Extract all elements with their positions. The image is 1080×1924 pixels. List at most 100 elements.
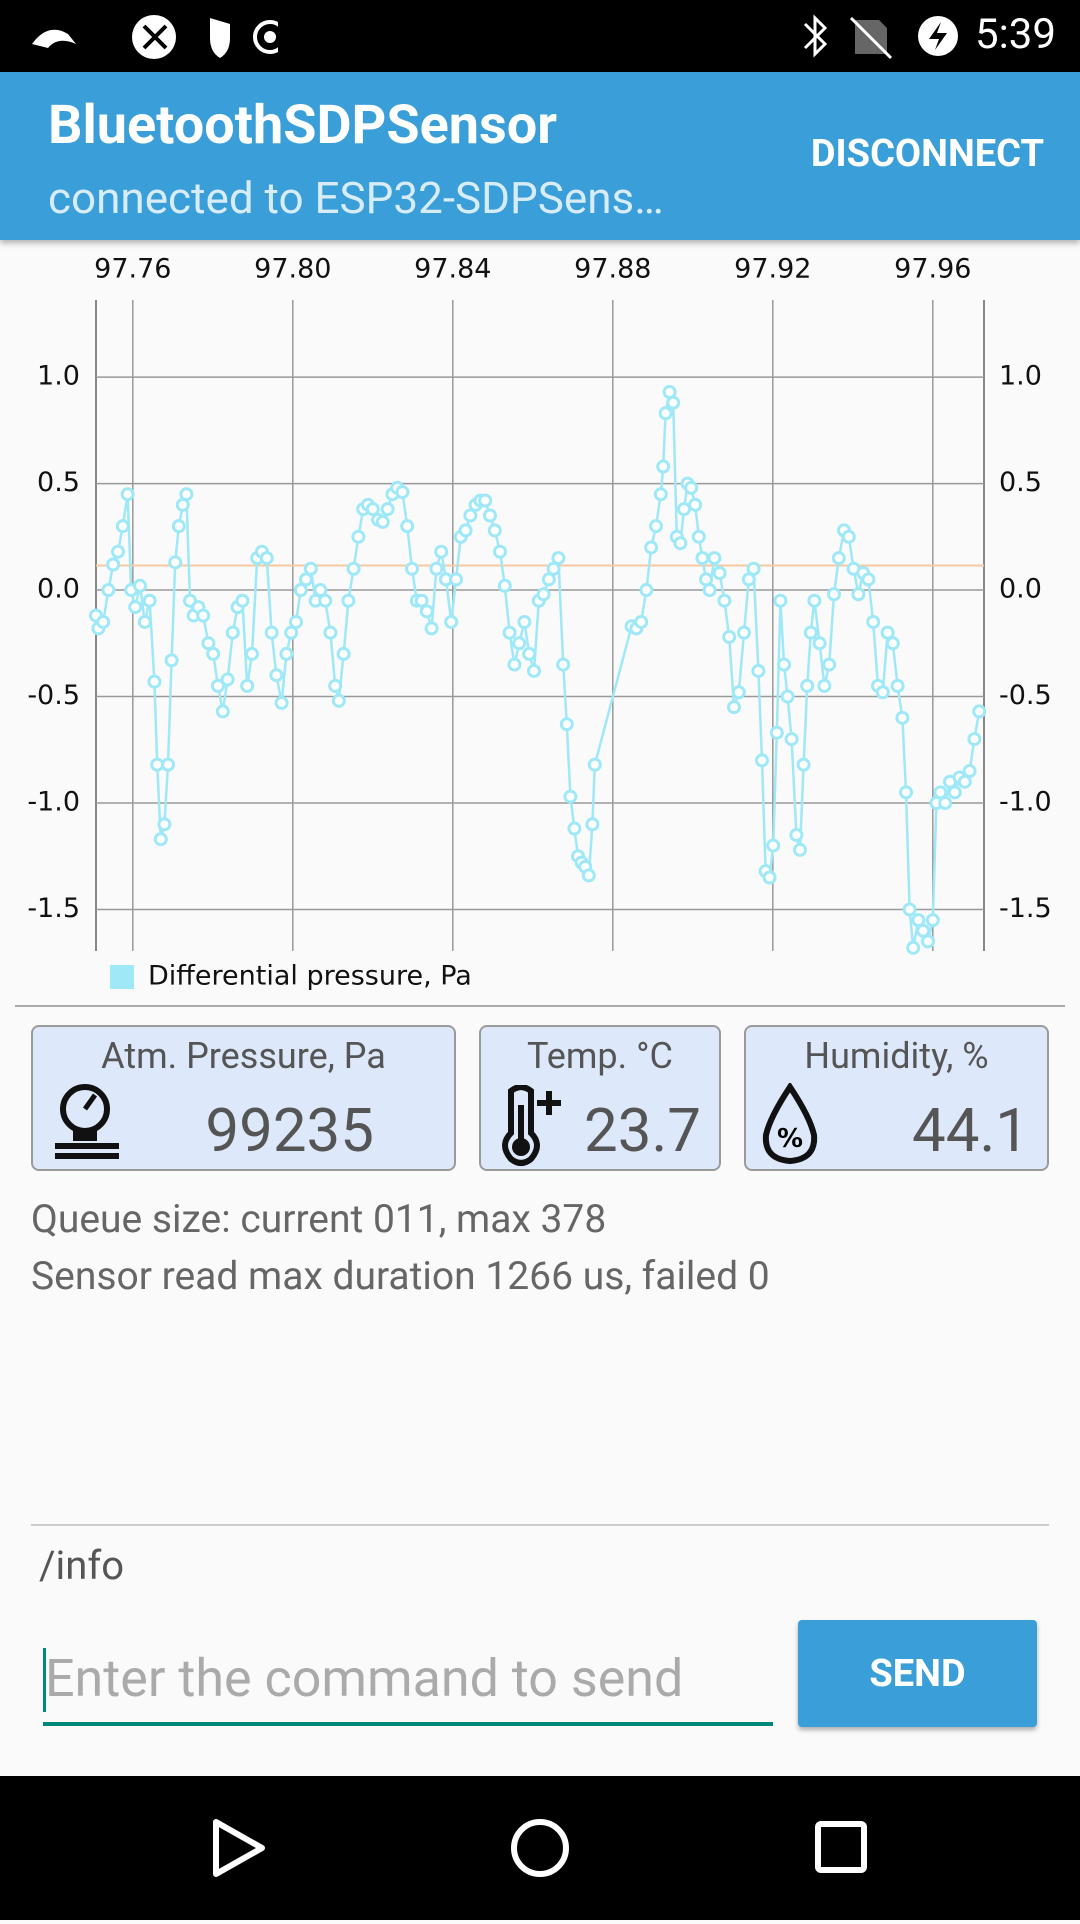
data-point [351,529,366,544]
card-value: 44.1 [912,1095,1029,1166]
data-point [279,646,294,661]
data-point [822,657,837,672]
nav-icons [213,1819,867,1877]
data-point [419,604,434,619]
data-point [551,551,566,566]
text-cursor [43,1648,46,1712]
data-point [741,572,756,587]
data-point [128,600,143,615]
data-point [746,561,761,576]
data-point [688,497,703,512]
data-point [885,636,900,651]
back-button[interactable] [213,1819,265,1877]
status-line: Sensor read max duration 1266 us, failed… [31,1253,770,1299]
data-point [563,789,578,804]
data-point [967,732,982,747]
data-point [691,529,706,544]
data-point [215,704,230,719]
nav-bar [0,1776,1080,1920]
svg-text:%: % [777,1124,803,1154]
data-point [817,678,832,693]
data-point [784,732,799,747]
data-point [483,508,497,523]
data-point [536,587,551,602]
y-tick-label: 1.0 [37,361,80,392]
card-label: Atm. Pressure, Pa [101,1035,386,1077]
data-point [938,795,953,810]
data-point [880,625,895,640]
data-point [375,514,390,529]
y-tick-label: -1.0 [27,786,80,817]
data-point [434,544,449,559]
data-point [106,557,121,572]
data-point [727,700,741,715]
data-point [346,561,361,576]
data-point [831,551,846,566]
data-point [115,519,130,534]
y2-tick-label: -0.5 [999,680,1052,711]
data-point [497,578,512,593]
data-point [153,832,168,847]
data-point [762,870,777,885]
card-label: Temp. °C [527,1035,673,1077]
send-button[interactable]: SEND [798,1620,1037,1727]
data-point [644,540,659,555]
data-point [517,614,532,629]
data-point [405,561,419,576]
home-button[interactable] [511,1819,569,1877]
data-point [684,480,699,495]
y-tick-label: 0.0 [37,574,80,605]
recents-button[interactable] [815,1821,867,1873]
data-point [414,593,429,608]
data-point [313,583,328,598]
data-point [478,493,493,508]
data-point [463,508,478,523]
data-point [666,395,681,410]
y2-tick-label: -1.5 [999,893,1052,924]
data-point [559,717,574,732]
data-point [737,625,751,640]
data-point [318,593,333,608]
data-point [493,544,507,559]
data-point [111,544,125,559]
data-point [274,695,289,710]
data-point [240,678,255,693]
y2-tick-label: 0.5 [999,467,1042,498]
command-input[interactable]: Enter the command to send [43,1640,773,1726]
data-point [796,757,811,772]
data-point [380,502,395,517]
data-point [331,693,346,708]
data-point [546,561,561,576]
data-point [581,868,596,883]
data-point [284,625,299,640]
divider [31,1524,1049,1526]
data-point [800,678,815,693]
data-point [502,625,517,640]
data-point [717,593,732,608]
data-point [299,572,313,587]
data-point [179,487,194,502]
data-point [259,551,274,566]
data-point [120,487,135,502]
data-point [449,572,463,587]
data-point [695,551,710,566]
data-point [755,753,769,768]
data-point [142,593,157,608]
data-point [751,663,766,678]
disconnect-button[interactable]: DISCONNECT [810,132,1044,176]
data-point [895,710,910,725]
y-tick-label: 0.5 [37,467,80,498]
data-point [585,817,600,832]
status-icons-right [803,14,958,60]
data-point [972,704,987,719]
card-label: Humidity, % [804,1035,989,1077]
data-point [793,842,807,857]
data-point [777,657,791,672]
data-point [677,502,691,517]
data-point [171,519,186,534]
data-point [522,646,537,661]
data-point [890,678,905,693]
app-title: BluetoothSDPSensor [48,94,558,157]
data-point [962,764,977,779]
humidity-icon: % [762,1083,818,1165]
